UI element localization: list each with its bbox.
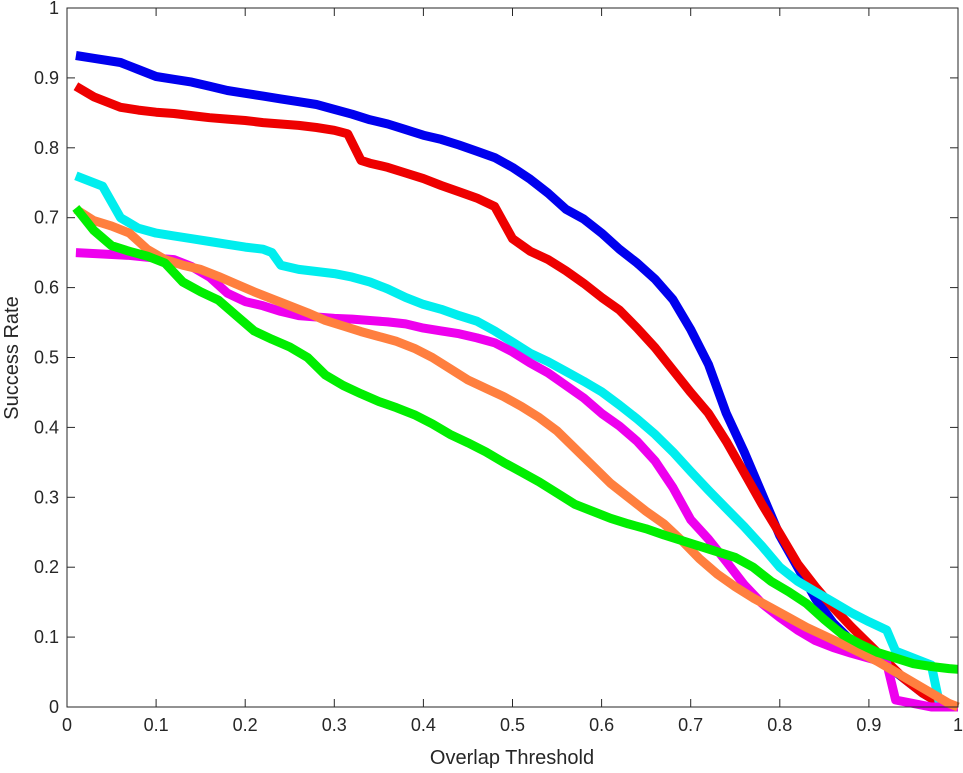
x-tick-label: 0.1 [144,715,169,735]
x-tick-label: 0.8 [767,715,792,735]
series-line-5 [73,205,960,712]
x-tick-label: 0.7 [678,715,703,735]
y-tick-label: 0.7 [34,208,59,228]
x-tick-label: 0.6 [589,715,614,735]
x-tick-label: 1 [953,715,963,735]
y-tick-label: 0 [49,697,59,717]
y-tick-label: 0.1 [34,627,59,647]
x-tick-label: 0.3 [322,715,347,735]
x-axis-label: Overlap Threshold [430,747,594,768]
x-tick-label: 0.5 [500,715,525,735]
y-tick-label: 0.6 [34,278,59,298]
y-tick-label: 0.9 [34,68,59,88]
series-line-2 [73,82,959,712]
x-tick-label: 0.2 [233,715,258,735]
y-tick-label: 0.3 [34,487,59,507]
y-tick-label: 0.8 [34,138,59,158]
x-tick-label: 0 [62,715,72,735]
series-line-6 [72,205,959,674]
x-tick-label: 0.4 [411,715,436,735]
y-tick-label: 0.2 [34,557,59,577]
tick-layer: 0 0.1 0.2 0.3 0.4 0.5 0.6 0.7 0.8 0.9 1 0 0.1 0.2 0.3 0… [34,0,963,735]
y-tick-label: 0.5 [34,348,59,368]
series-line-4 [75,248,958,712]
series-line-3 [74,171,958,712]
series-layer [72,51,960,712]
y-tick-label: 1 [49,0,59,18]
y-tick-label: 0.4 [34,417,59,437]
y-axis-label: Success Rate [1,296,23,419]
x-tick-label: 0.9 [856,715,881,735]
